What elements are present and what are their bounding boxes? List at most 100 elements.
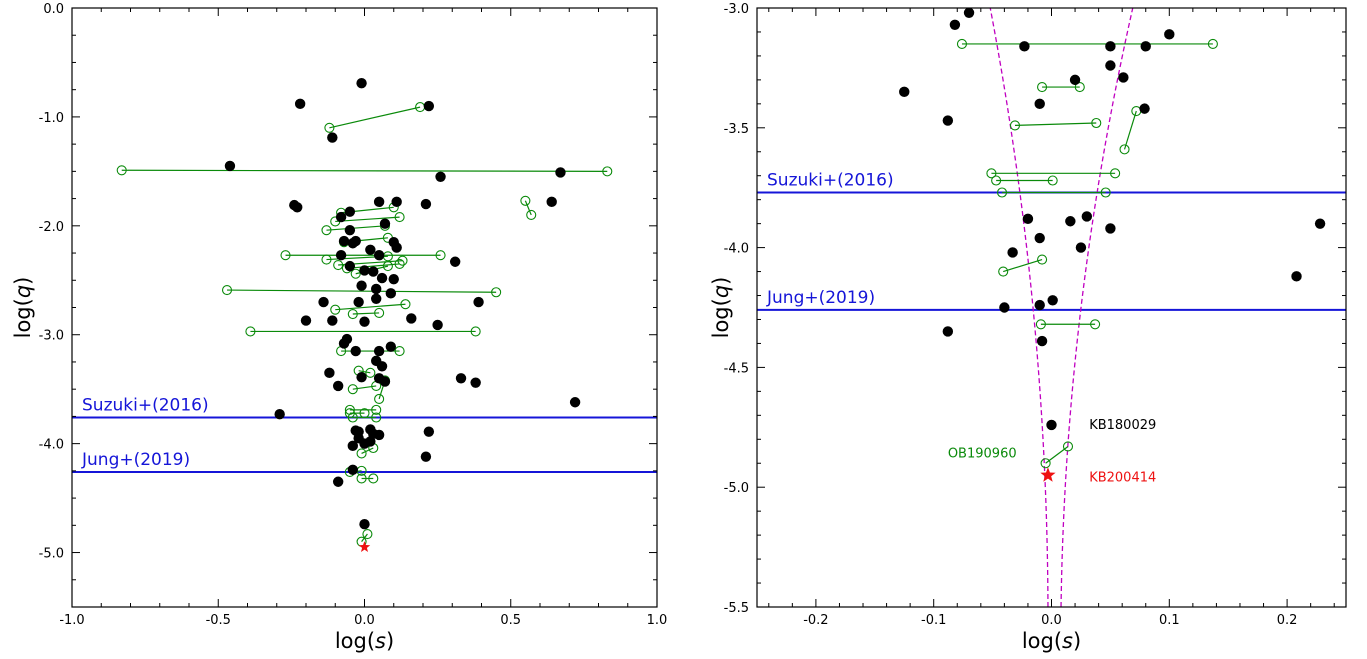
planet-point xyxy=(335,250,347,261)
planet-point xyxy=(274,409,285,420)
x-axis-label: log(s) xyxy=(1022,629,1081,653)
degenerate-solution-point xyxy=(382,261,393,272)
degenerate-solution-point xyxy=(374,307,385,318)
degenerate-solution-point xyxy=(998,266,1009,277)
planet-point xyxy=(999,302,1010,313)
planet-point xyxy=(1034,98,1045,110)
planet-point xyxy=(406,313,417,324)
y-tick-label: -5.0 xyxy=(724,481,749,496)
y-tick-label: -4.0 xyxy=(39,438,64,453)
degenerate-solution-point xyxy=(1119,144,1130,155)
x-tick-label: -0.5 xyxy=(206,613,231,628)
degenerate-pair-line xyxy=(1014,122,1097,127)
degenerate-pair-line xyxy=(121,169,608,172)
y-tick-label: -5.0 xyxy=(39,547,64,562)
planet-point xyxy=(1007,247,1018,258)
planet-point xyxy=(292,202,303,213)
planet-point xyxy=(368,266,379,277)
chart-panel-1: Suzuki+(2016) Jung+(2019) -1.0 -0.5 0.0 0.5 1.… xyxy=(11,2,667,653)
y-tick-label: 0.0 xyxy=(43,2,64,17)
degenerate-solution-point xyxy=(1047,175,1058,186)
event-annotation: OB190960 xyxy=(948,447,1017,462)
planet-point xyxy=(1140,41,1151,52)
planet-point xyxy=(376,361,388,372)
planet-point xyxy=(327,315,338,326)
degenerate-pair-line xyxy=(1123,110,1137,150)
degenerate-solution-point xyxy=(371,404,382,415)
planet-point xyxy=(350,345,361,357)
planet-point xyxy=(423,100,435,112)
plot-area xyxy=(72,77,657,552)
chart-panel-2: Suzuki+(2016) Jung+(2019) KB180029 OB190960… xyxy=(709,2,1347,653)
planet-point xyxy=(356,77,367,89)
planet-point xyxy=(318,296,329,308)
planet-point xyxy=(379,218,391,229)
planet-point xyxy=(420,198,432,210)
planet-point xyxy=(332,380,344,392)
threshold-label: Jung+(2019) xyxy=(81,450,190,470)
degenerate-solution-point xyxy=(1091,117,1102,129)
degenerate-solution-point xyxy=(470,326,481,337)
degenerate-solution-point xyxy=(321,254,332,265)
planet-point xyxy=(1036,335,1048,347)
planet-point xyxy=(300,315,312,326)
planet-point xyxy=(294,98,306,110)
planet-point xyxy=(1105,60,1116,71)
degenerate-solution-point xyxy=(602,166,613,177)
planet-point xyxy=(373,250,385,261)
planet-point xyxy=(942,326,954,337)
planet-point xyxy=(359,519,370,530)
y-tick-label: -1.0 xyxy=(39,111,64,126)
threshold-label: Suzuki+(2016) xyxy=(82,395,209,415)
degenerate-solution-point xyxy=(324,122,335,133)
degenerate-solution-point xyxy=(1110,168,1121,179)
caustic-boundary-left xyxy=(989,8,1049,607)
planet-point xyxy=(341,333,353,345)
planet-point xyxy=(435,171,446,183)
planet-point xyxy=(432,319,443,331)
degenerate-solution-point xyxy=(491,287,502,298)
x-tick-label: 1.0 xyxy=(647,613,668,628)
planet-point xyxy=(1105,223,1116,234)
planet-point xyxy=(473,296,484,308)
x-tick-label: 0.0 xyxy=(354,613,375,628)
degenerate-solution-point xyxy=(330,304,341,315)
planet-point xyxy=(942,115,954,126)
degenerate-solution-point xyxy=(1207,38,1218,49)
degenerate-solution-point xyxy=(245,326,256,337)
degenerate-solution-point xyxy=(347,384,358,395)
planet-point xyxy=(1164,29,1175,40)
degenerate-solution-point xyxy=(1074,82,1085,93)
planet-point xyxy=(1034,299,1045,311)
planet-point xyxy=(1081,211,1093,222)
y-axis-label: log(q) xyxy=(11,277,35,339)
planet-point xyxy=(371,283,382,295)
degenerate-solution-point xyxy=(333,259,344,271)
degenerate-solution-point xyxy=(435,250,446,261)
planet-point xyxy=(359,265,370,276)
event-annotation: KB180029 xyxy=(1089,418,1156,433)
x-tick-label: -1.0 xyxy=(59,613,84,628)
degenerate-solution-point xyxy=(394,346,405,357)
y-tick-label: -5.5 xyxy=(724,601,749,616)
x-axis-label: log(s) xyxy=(335,629,394,653)
threshold-label: Suzuki+(2016) xyxy=(767,170,894,190)
threshold-label: Jung+(2019) xyxy=(766,288,875,308)
planet-point xyxy=(1118,72,1129,83)
planet-point xyxy=(350,235,361,247)
degenerate-pair-line xyxy=(358,370,371,374)
degenerate-solution-point xyxy=(371,412,382,423)
planet-point xyxy=(347,464,358,475)
degenerate-solution-point xyxy=(956,38,968,49)
planet-point xyxy=(1046,419,1057,431)
planet-point xyxy=(546,196,557,208)
planet-point xyxy=(347,440,358,452)
planet-point xyxy=(420,451,432,462)
plot-area xyxy=(757,8,1346,607)
degenerate-solution-point xyxy=(1090,319,1101,330)
degenerate-solution-point xyxy=(394,258,405,269)
planet-point xyxy=(353,296,364,308)
planet-point xyxy=(371,293,382,304)
planet-point xyxy=(373,429,385,441)
